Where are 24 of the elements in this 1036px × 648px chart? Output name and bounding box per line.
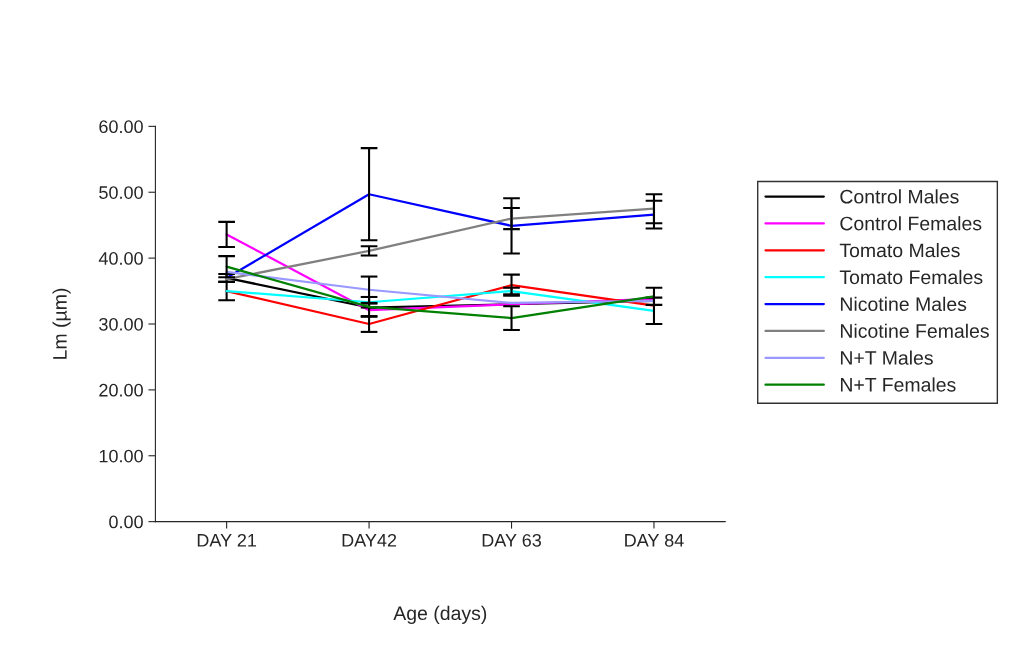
- y-axis-title: Lm (µm): [52, 288, 71, 359]
- y-tick-label: 40.00: [98, 252, 143, 265]
- y-tick-label: 60.00: [99, 120, 143, 134]
- legend-label: N+T Females: [840, 377, 956, 392]
- y-tick-label: 30.00: [99, 317, 143, 331]
- legend-label: Nicotine Males: [840, 296, 967, 312]
- legend-label: Tomato Males: [839, 243, 960, 258]
- line-series: [225, 207, 656, 281]
- legend-label: Control Females: [840, 216, 982, 231]
- legend-label: Control Males: [840, 189, 959, 204]
- x-tick-label: DAY 84: [625, 533, 684, 547]
- y-tick-label: 50.00: [99, 186, 143, 199]
- x-tick-label: DAY 21: [197, 533, 257, 547]
- line-series: [225, 193, 656, 279]
- x-axis-title: Age (days): [393, 605, 487, 624]
- legend-label: N+T Males: [840, 350, 933, 365]
- y-tick-label: 0.00: [109, 515, 143, 529]
- legend-label: Tomato Females: [839, 269, 983, 285]
- x-tick-label: DAY 63: [482, 533, 542, 547]
- y-tick-label: 10.00: [99, 449, 143, 463]
- y-tick-label: 20.00: [99, 383, 143, 397]
- x-tick-label: DAY42: [342, 533, 397, 547]
- line-series: [225, 270, 656, 305]
- legend-label: Nicotine Females: [840, 323, 989, 338]
